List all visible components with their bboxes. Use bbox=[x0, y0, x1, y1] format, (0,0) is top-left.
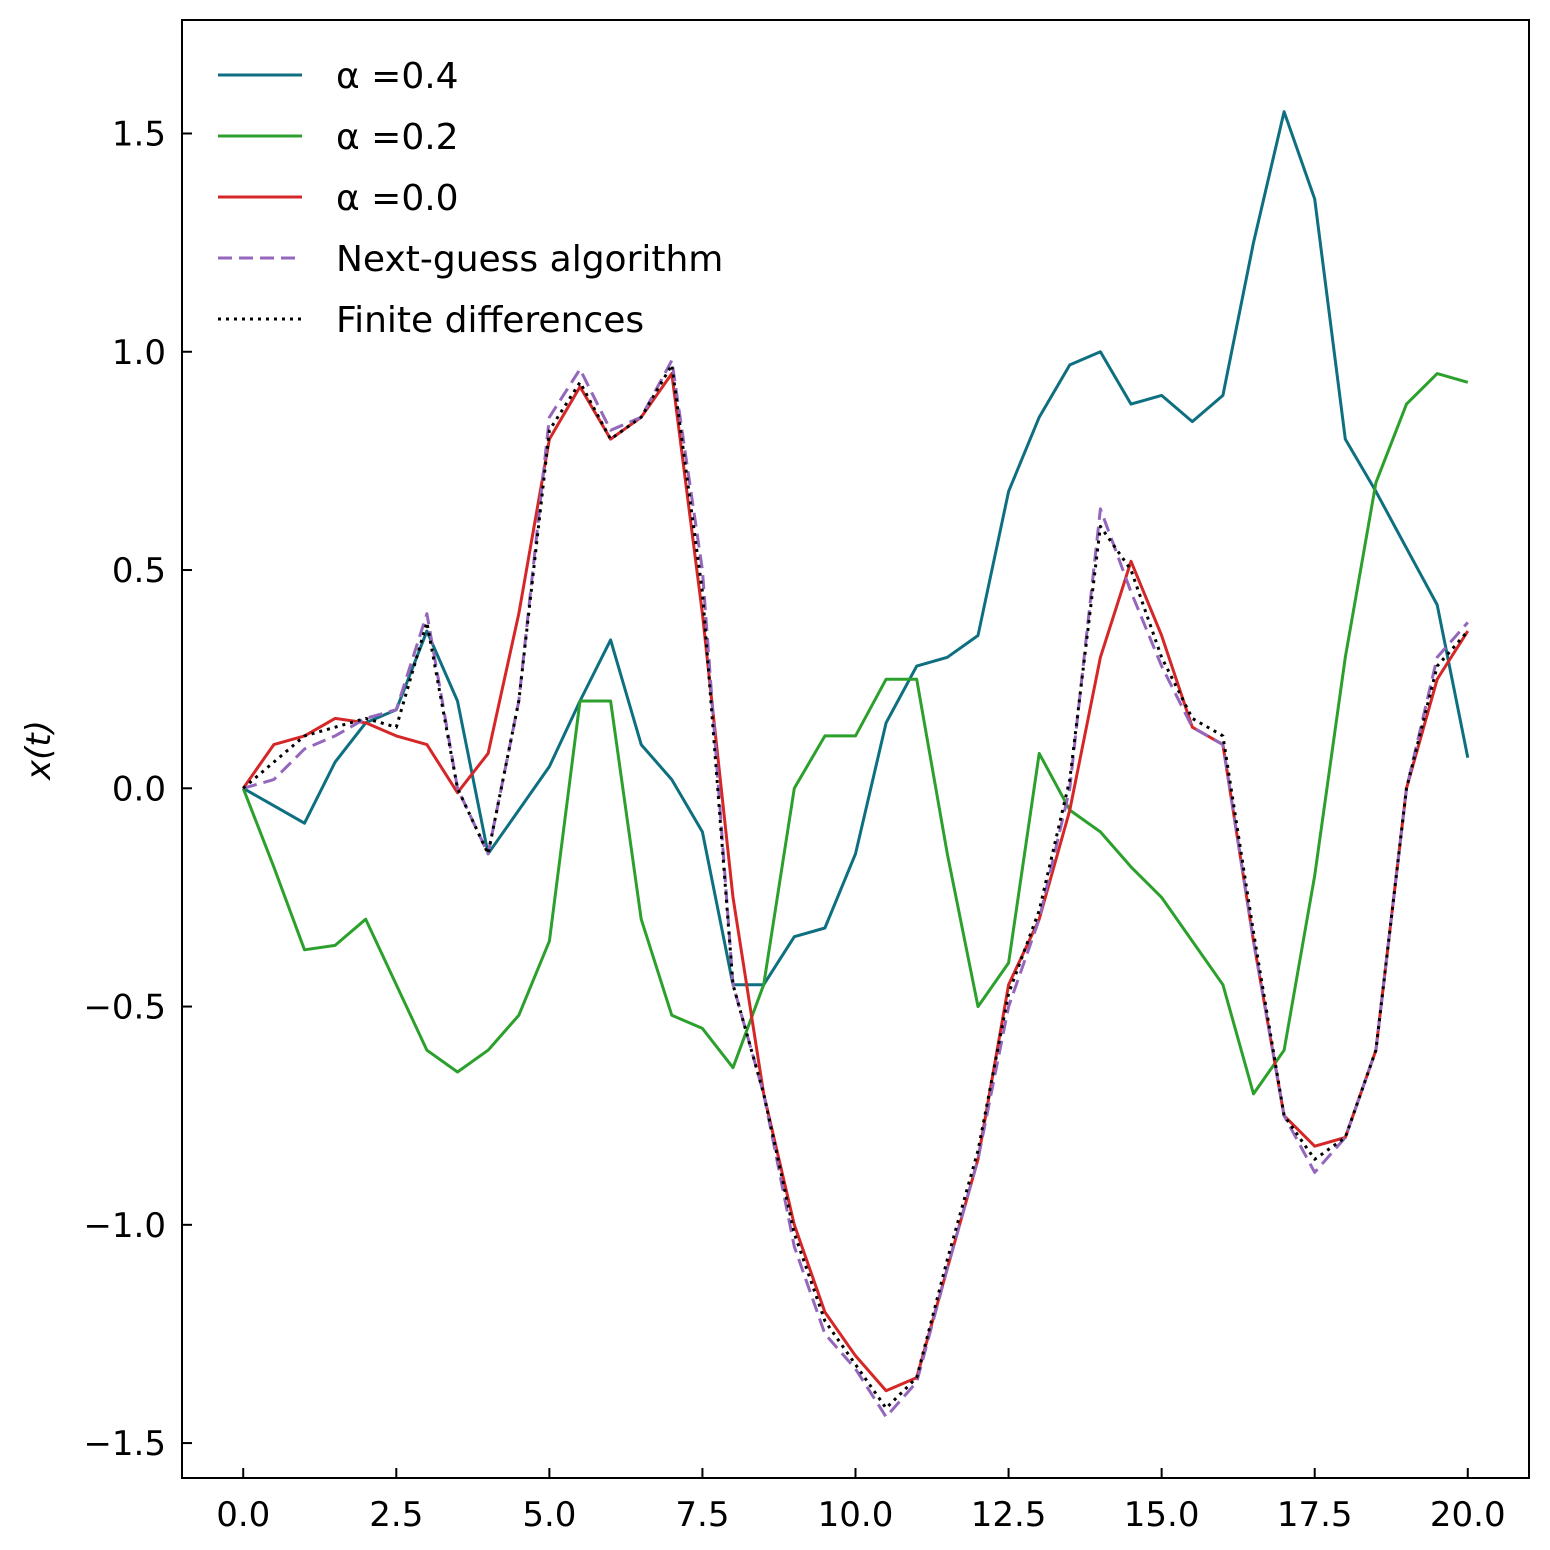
legend-label-0: α =0.4 bbox=[336, 56, 459, 97]
y-tick-label: 1.5 bbox=[112, 114, 166, 154]
x-tick-label: 15.0 bbox=[1124, 1495, 1200, 1535]
legend-label-4: Finite differences bbox=[336, 300, 644, 341]
legend-label-1: α =0.2 bbox=[336, 117, 459, 158]
y-tick-label: 0.0 bbox=[112, 769, 166, 809]
x-tick-label: 12.5 bbox=[971, 1495, 1047, 1535]
y-tick-label: 0.5 bbox=[112, 551, 166, 591]
series-line-4 bbox=[242, 363, 1469, 1410]
x-tick-label: 17.5 bbox=[1277, 1495, 1353, 1535]
x-tick-label: 5.0 bbox=[522, 1495, 576, 1535]
x-tick-label: 10.0 bbox=[818, 1495, 894, 1535]
series-line-2 bbox=[241, 372, 1470, 1393]
legend-label-2: α =0.0 bbox=[336, 178, 459, 219]
series-line-0 bbox=[242, 110, 1470, 987]
x-tick-label: 2.5 bbox=[369, 1495, 423, 1535]
series-layer bbox=[241, 110, 1470, 1419]
y-tick-label: −1.0 bbox=[83, 1206, 166, 1246]
y-tick-label: 1.0 bbox=[112, 333, 166, 373]
legend-label-3: Next-guess algorithm bbox=[336, 239, 723, 280]
series-line-1 bbox=[241, 372, 1469, 1096]
y-tick-label: −1.5 bbox=[83, 1424, 166, 1464]
legend: α =0.4 α =0.2 α =0.0 Next-guess algorithm Fi… bbox=[218, 56, 723, 341]
x-tick-label: 7.5 bbox=[675, 1495, 729, 1535]
series-line-3 bbox=[242, 359, 1469, 1419]
x-tick-label: 20.0 bbox=[1430, 1495, 1506, 1535]
x-tick-label: 0.0 bbox=[216, 1495, 270, 1535]
y-tick-label: −0.5 bbox=[83, 988, 166, 1028]
y-axis-label: x(t) bbox=[19, 720, 59, 781]
ticks-layer: 0.0 2.5 5.0 7.5 10.0 12.5 15.0 17.5 20.0 −1.5 −1.0… bbox=[83, 114, 1505, 1535]
